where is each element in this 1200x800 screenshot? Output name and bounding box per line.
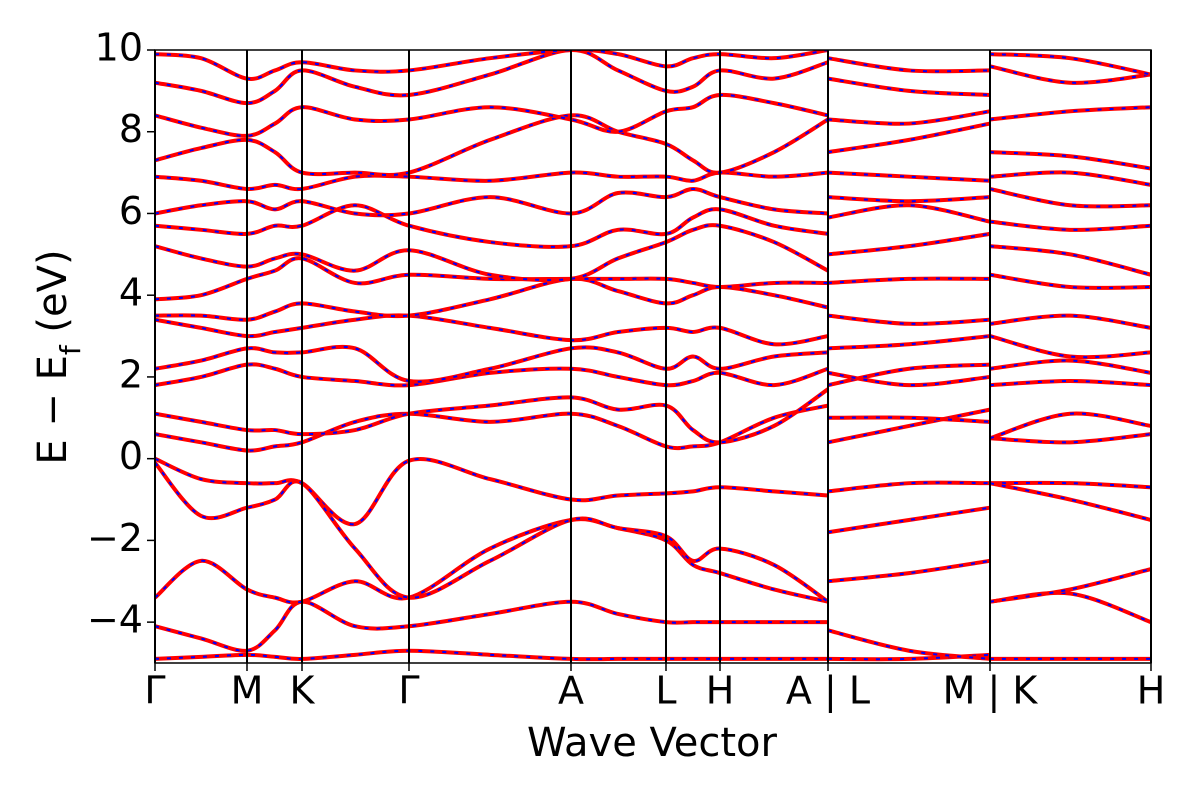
y-axis-label: E − Ef (eV) [30,249,87,464]
band-line-dashed [155,93,1151,137]
band-line-dashed [155,649,1151,661]
band-line-dashed [155,204,1151,248]
band-line [155,461,1151,604]
band-line-dashed [155,50,1151,105]
band-line [155,256,1151,302]
y-tick-label: 8 [119,107,143,151]
band-line [155,92,1151,138]
y-axis-label-sub: f [54,344,87,355]
band-line-dashed [155,462,1151,603]
band-line [155,113,1151,177]
band-line [155,203,1151,249]
plot-area [155,50,1151,662]
x-tick-label: K [290,669,316,713]
band-line-dashed [155,50,1151,80]
y-tick-label: 2 [119,352,143,396]
x-tick-label: M | K [943,669,1039,714]
x-tick-label: H [706,669,735,713]
band-line [155,186,1151,218]
band-line-dashed [155,171,1151,191]
band-line-dashed [155,114,1151,176]
axes-frame [154,49,1152,664]
y-axis-label-part: E − E [30,355,76,465]
x-tick-label: A | L [786,669,870,714]
band-line-dashed [155,518,1151,604]
band-line-dashed [155,224,1151,282]
band-line-dashed [155,257,1151,301]
x-tick-label: Γ [144,669,165,713]
band-line [155,50,1151,81]
y-axis-label-part: (eV) [30,249,76,345]
y-tick-label: 6 [119,189,143,233]
band-line [155,648,1151,662]
band-line-dashed [155,457,1151,526]
x-axis-label: Wave Vector [527,720,778,766]
band-line-dashed [155,277,1151,329]
y-tick-label: 10 [95,26,143,70]
x-tick-label: M [231,669,264,713]
y-tick-label: 0 [119,434,143,478]
x-tick-label: A [558,669,584,713]
band-line [155,403,1151,453]
y-tick-label: 4 [119,271,143,315]
x-tick-label: L [655,669,676,713]
band-line-dashed [155,359,1151,387]
x-tick-label: H [1137,669,1166,713]
y-tick-label: −4 [87,598,143,642]
band-line-dashed [155,591,1151,660]
band-line-dashed [155,388,1151,444]
band-line-dashed [155,314,1151,359]
x-tick-label: Γ [398,669,419,713]
band-line [155,456,1151,527]
band-line [155,50,1151,106]
band-line-dashed [155,404,1151,452]
band-line [155,276,1151,330]
band-line-dashed [155,187,1151,217]
band-line-dashed [155,345,1151,387]
y-tick-label: −2 [87,516,143,560]
